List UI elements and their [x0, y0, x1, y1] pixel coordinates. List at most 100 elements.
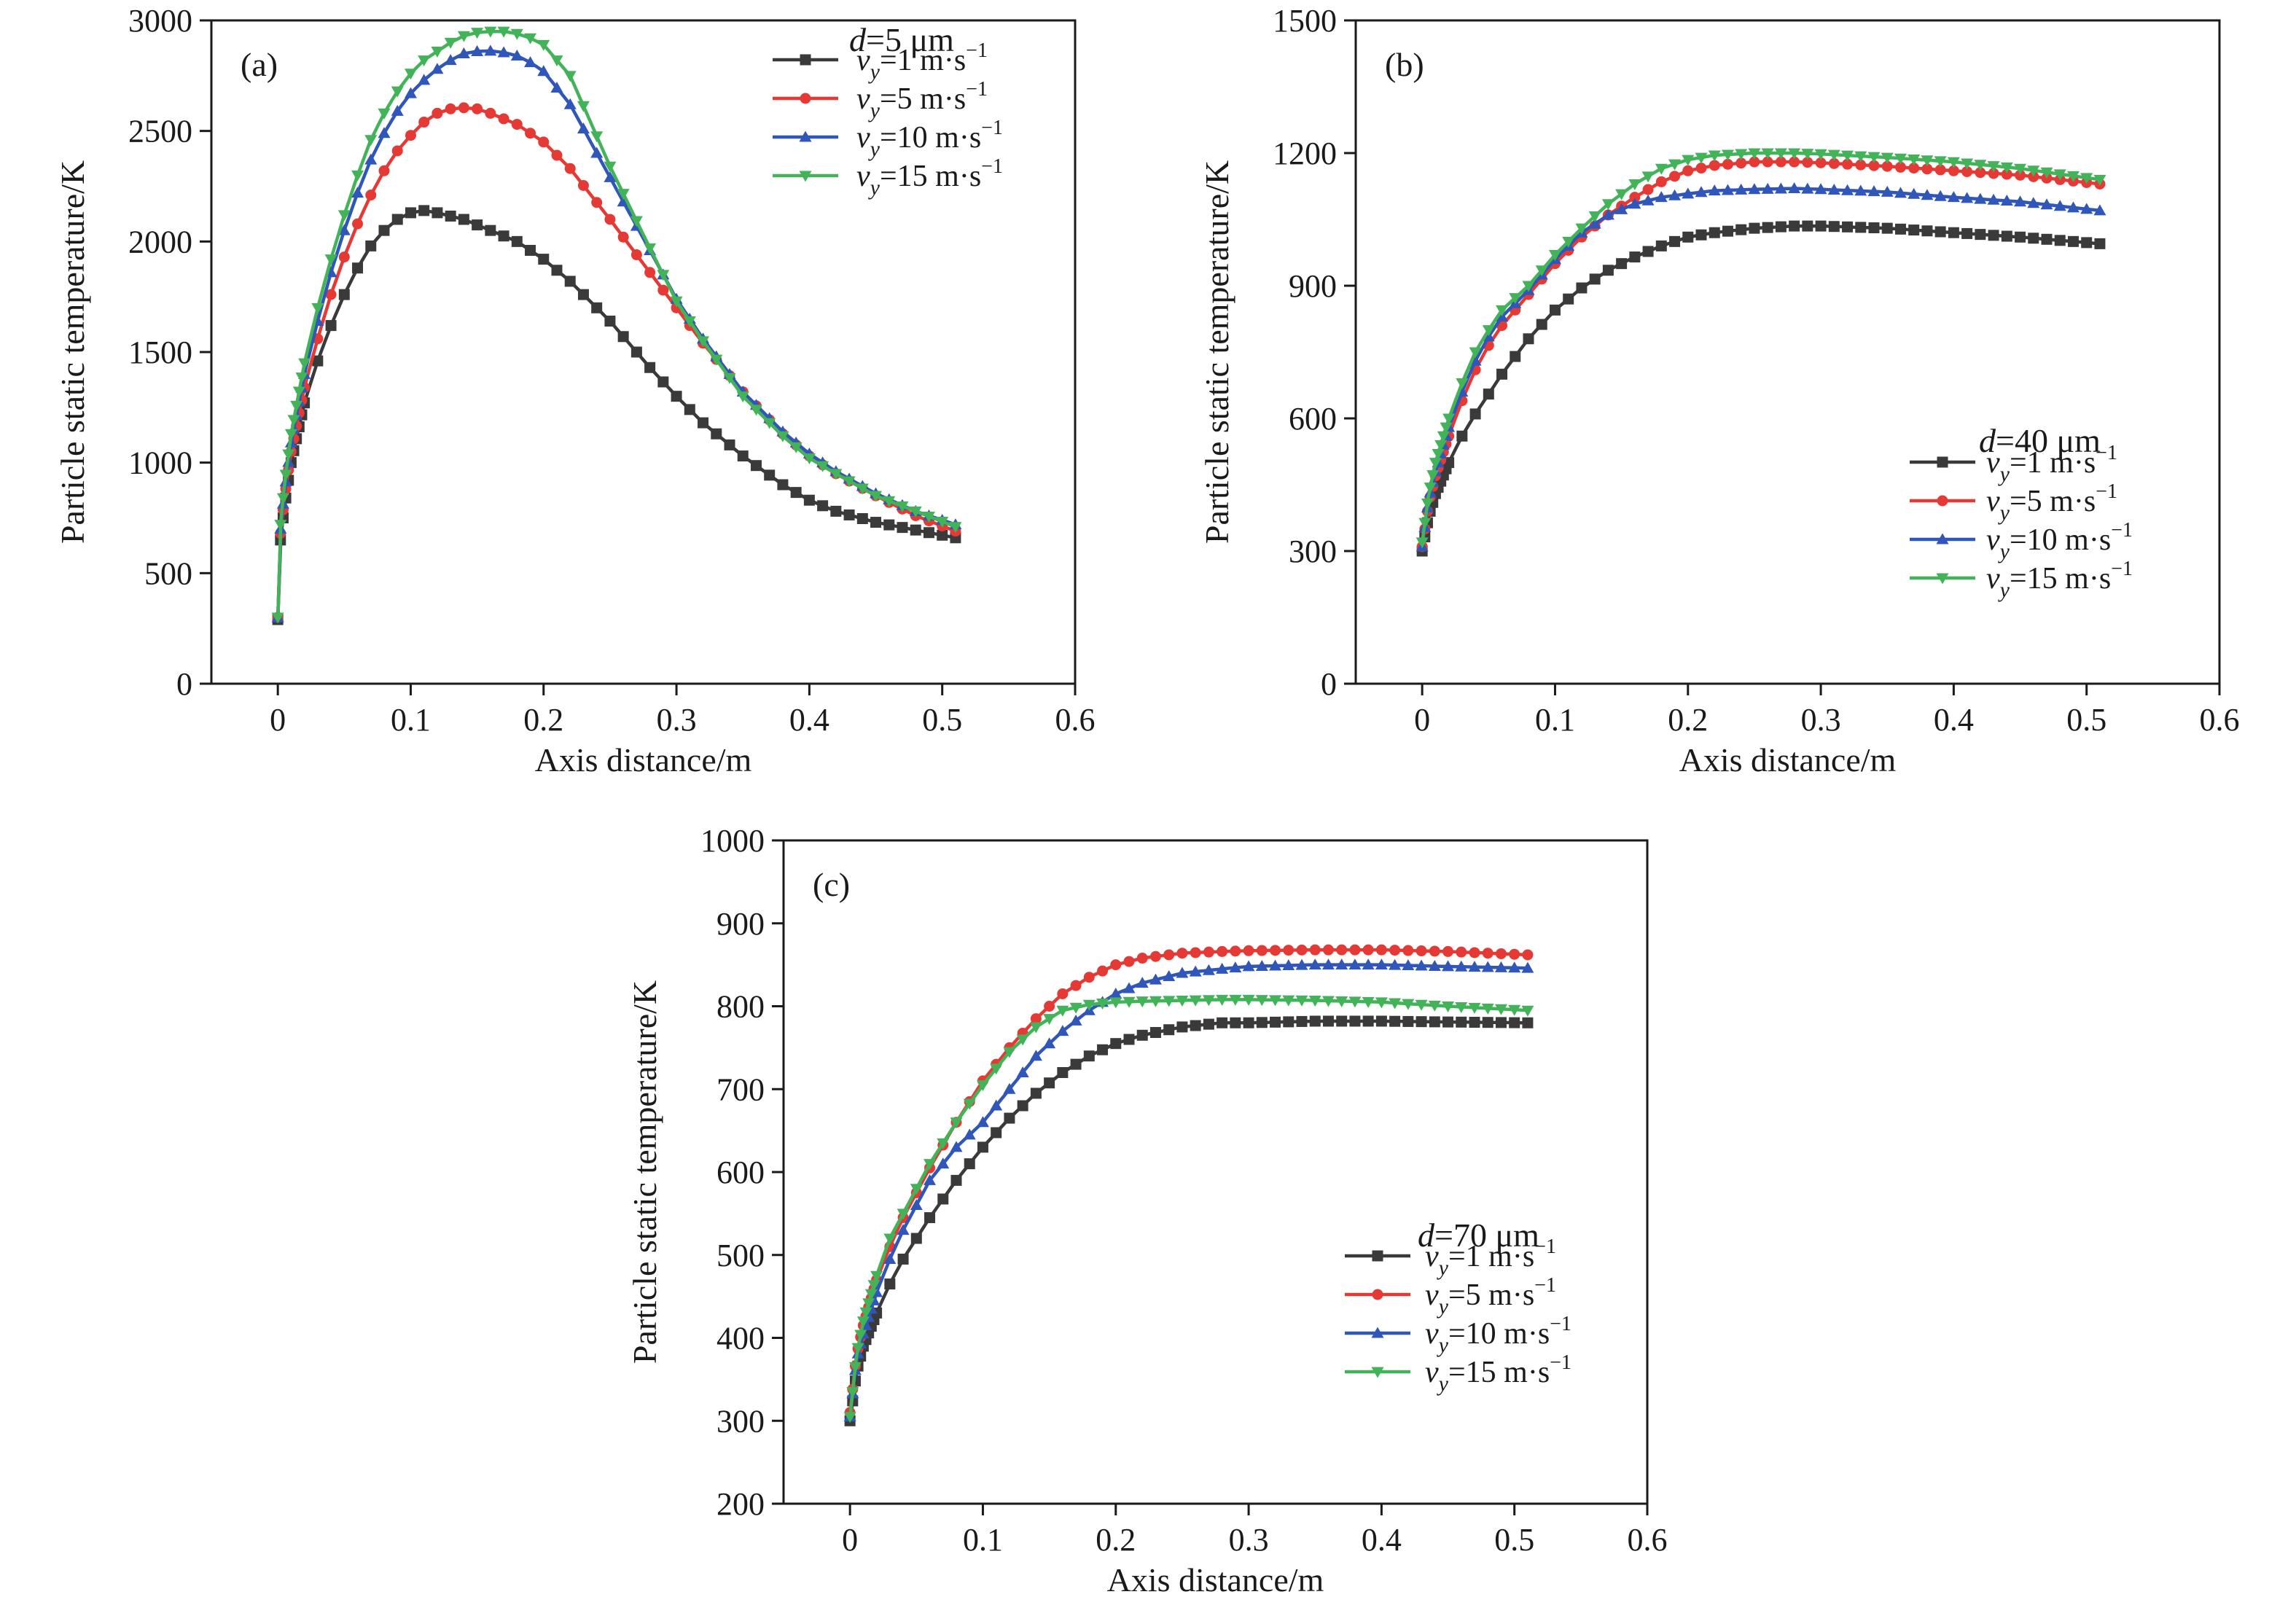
data-point	[1122, 996, 1136, 1008]
data-point	[644, 362, 656, 373]
data-point	[2040, 198, 2053, 210]
data-point	[1442, 960, 1455, 972]
data-point	[1308, 958, 1321, 970]
legend-swatch-marker	[1937, 456, 1948, 468]
data-point	[1629, 192, 1641, 203]
data-point	[524, 56, 537, 68]
data-point	[937, 1157, 950, 1169]
data-point	[657, 284, 669, 296]
data-point	[1149, 996, 1162, 1007]
data-point	[1868, 222, 1880, 234]
data-point	[1975, 167, 1986, 179]
data-point	[1216, 962, 1229, 974]
data-point	[803, 494, 815, 506]
x-tick-label: 0.3	[1801, 702, 1841, 738]
data-point	[1004, 1112, 1015, 1124]
data-point	[1256, 1017, 1268, 1028]
data-point	[1402, 999, 1415, 1010]
legend-entry: vy=5 m·s−1	[1986, 480, 2117, 525]
x-tick-label: 0.4	[1362, 1522, 1402, 1558]
data-point	[1415, 959, 1428, 971]
data-point	[1321, 996, 1335, 1007]
data-point	[1961, 158, 1974, 170]
data-point	[1961, 192, 1974, 203]
data-point	[830, 505, 842, 517]
data-point	[1057, 988, 1069, 999]
data-point	[1947, 157, 1960, 168]
data-point	[864, 1289, 878, 1300]
data-point	[924, 1212, 936, 1224]
data-point	[1628, 198, 1641, 209]
data-point	[1868, 160, 1880, 171]
data-point	[1136, 1029, 1148, 1041]
data-point	[418, 74, 431, 85]
data-point	[1616, 258, 1628, 270]
data-point	[763, 418, 776, 429]
data-point	[817, 500, 829, 512]
data-point	[604, 171, 617, 182]
data-point	[2067, 235, 2079, 247]
data-point	[1230, 945, 1241, 957]
data-point	[884, 1278, 896, 1290]
data-point	[1056, 1025, 1069, 1036]
series-4	[843, 994, 1534, 1424]
y-tick-label: 1000	[700, 823, 765, 859]
plot-frame	[210, 19, 1077, 685]
data-point	[352, 262, 364, 274]
data-point	[1548, 250, 1561, 262]
data-point	[537, 65, 550, 77]
x-tick-label: 0.4	[1934, 702, 1974, 738]
data-point	[1894, 153, 1907, 165]
data-point	[1775, 221, 1787, 233]
data-point	[1016, 1034, 1029, 1046]
data-point	[1509, 293, 1522, 305]
data-point	[378, 108, 391, 120]
data-point	[1908, 224, 1920, 236]
data-point	[591, 197, 603, 208]
data-point	[1988, 230, 1999, 241]
data-point	[1828, 157, 1840, 169]
y-tick-label: 500	[716, 1238, 765, 1273]
data-point	[990, 1063, 1003, 1075]
data-point	[1642, 246, 1654, 257]
data-point	[1508, 961, 1521, 973]
data-point	[378, 165, 390, 176]
data-point	[630, 216, 643, 227]
data-point	[1802, 220, 1813, 232]
data-point	[1375, 1015, 1387, 1027]
data-point	[1149, 973, 1162, 985]
data-point	[1255, 959, 1268, 971]
data-point	[1030, 1013, 1042, 1025]
data-point	[564, 163, 576, 174]
x-tick-label: 0.1	[391, 702, 431, 738]
data-point	[1801, 149, 1814, 160]
data-point	[1428, 959, 1441, 971]
series-4	[271, 26, 962, 624]
data-point	[1894, 187, 1907, 198]
series-3	[1416, 182, 2106, 552]
data-point	[1695, 163, 1707, 174]
series-line	[1420, 187, 2102, 549]
data-point	[1309, 944, 1321, 956]
data-point	[1735, 157, 1747, 169]
data-point	[1721, 184, 1734, 195]
data-point	[1908, 154, 1921, 165]
data-point	[846, 1386, 859, 1398]
data-point	[1494, 1004, 1507, 1015]
y-tick-label: 300	[716, 1403, 765, 1439]
data-point	[1615, 203, 1628, 214]
data-point	[1814, 149, 1827, 160]
data-point	[737, 450, 749, 462]
data-point	[365, 240, 377, 251]
x-axis-title: Axis distance/m	[1107, 1561, 1324, 1597]
data-point	[897, 522, 908, 534]
data-point	[644, 267, 656, 278]
data-point	[1202, 964, 1215, 975]
data-point	[1469, 408, 1481, 420]
data-point	[2028, 233, 2039, 244]
y-tick-label: 600	[716, 1155, 765, 1190]
data-point	[290, 400, 303, 412]
